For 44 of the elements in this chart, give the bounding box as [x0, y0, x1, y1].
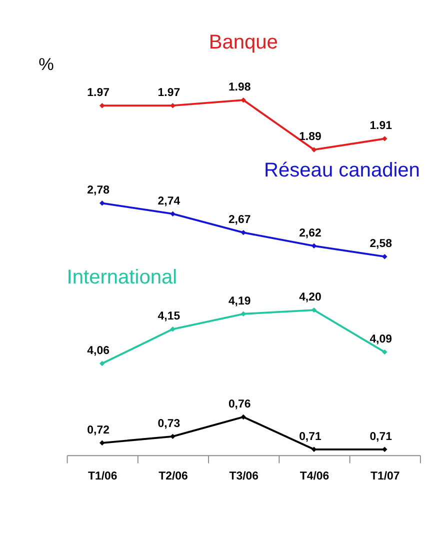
data-label: 2,67 [228, 214, 251, 226]
point [240, 311, 246, 316]
data-label: 1.98 [228, 82, 252, 94]
text: Banque [208, 32, 278, 54]
point [382, 349, 388, 355]
point [100, 200, 105, 206]
data-label: 2,58 [370, 238, 393, 250]
data-label: 4,15 [158, 310, 181, 323]
text: Réseau canadien [264, 159, 420, 182]
x-tick-label: T2/06 [158, 470, 188, 482]
point [240, 230, 246, 236]
x-tick-label: T4/06 [300, 470, 330, 482]
point [382, 136, 388, 142]
data-label: 1.97 [87, 87, 110, 100]
point [100, 360, 105, 366]
point [311, 243, 317, 249]
data-label: 4,19 [228, 295, 251, 308]
point [240, 414, 246, 420]
data-label: 4,20 [299, 292, 322, 304]
point [170, 211, 176, 216]
data-label: 1.91 [370, 120, 393, 132]
data-label: 2,78 [87, 184, 110, 197]
data-label: 2,62 [299, 227, 322, 240]
y-axis-title: % [38, 54, 54, 74]
data-label: 0,72 [87, 424, 110, 436]
point [170, 326, 176, 332]
point [170, 434, 176, 440]
data-label: 0,76 [228, 398, 251, 410]
data-label: 4,09 [370, 334, 392, 346]
data-label: 0,71 [370, 430, 393, 443]
point [311, 147, 317, 152]
x-tick-label: T1/07 [370, 470, 400, 482]
point [382, 254, 388, 260]
data-label: 0,71 [299, 430, 322, 443]
data-label: 1.97 [158, 87, 180, 100]
data-label: 4,06 [87, 344, 110, 357]
point [170, 102, 176, 108]
data-label: 2,74 [158, 195, 181, 208]
x-tick-label: T1/06 [88, 470, 118, 482]
data-label: 1.89 [299, 131, 322, 144]
x-tick-label: T3/06 [229, 470, 258, 482]
point [382, 446, 388, 452]
data-label: 0,73 [158, 418, 180, 430]
series-label: International [66, 266, 178, 288]
